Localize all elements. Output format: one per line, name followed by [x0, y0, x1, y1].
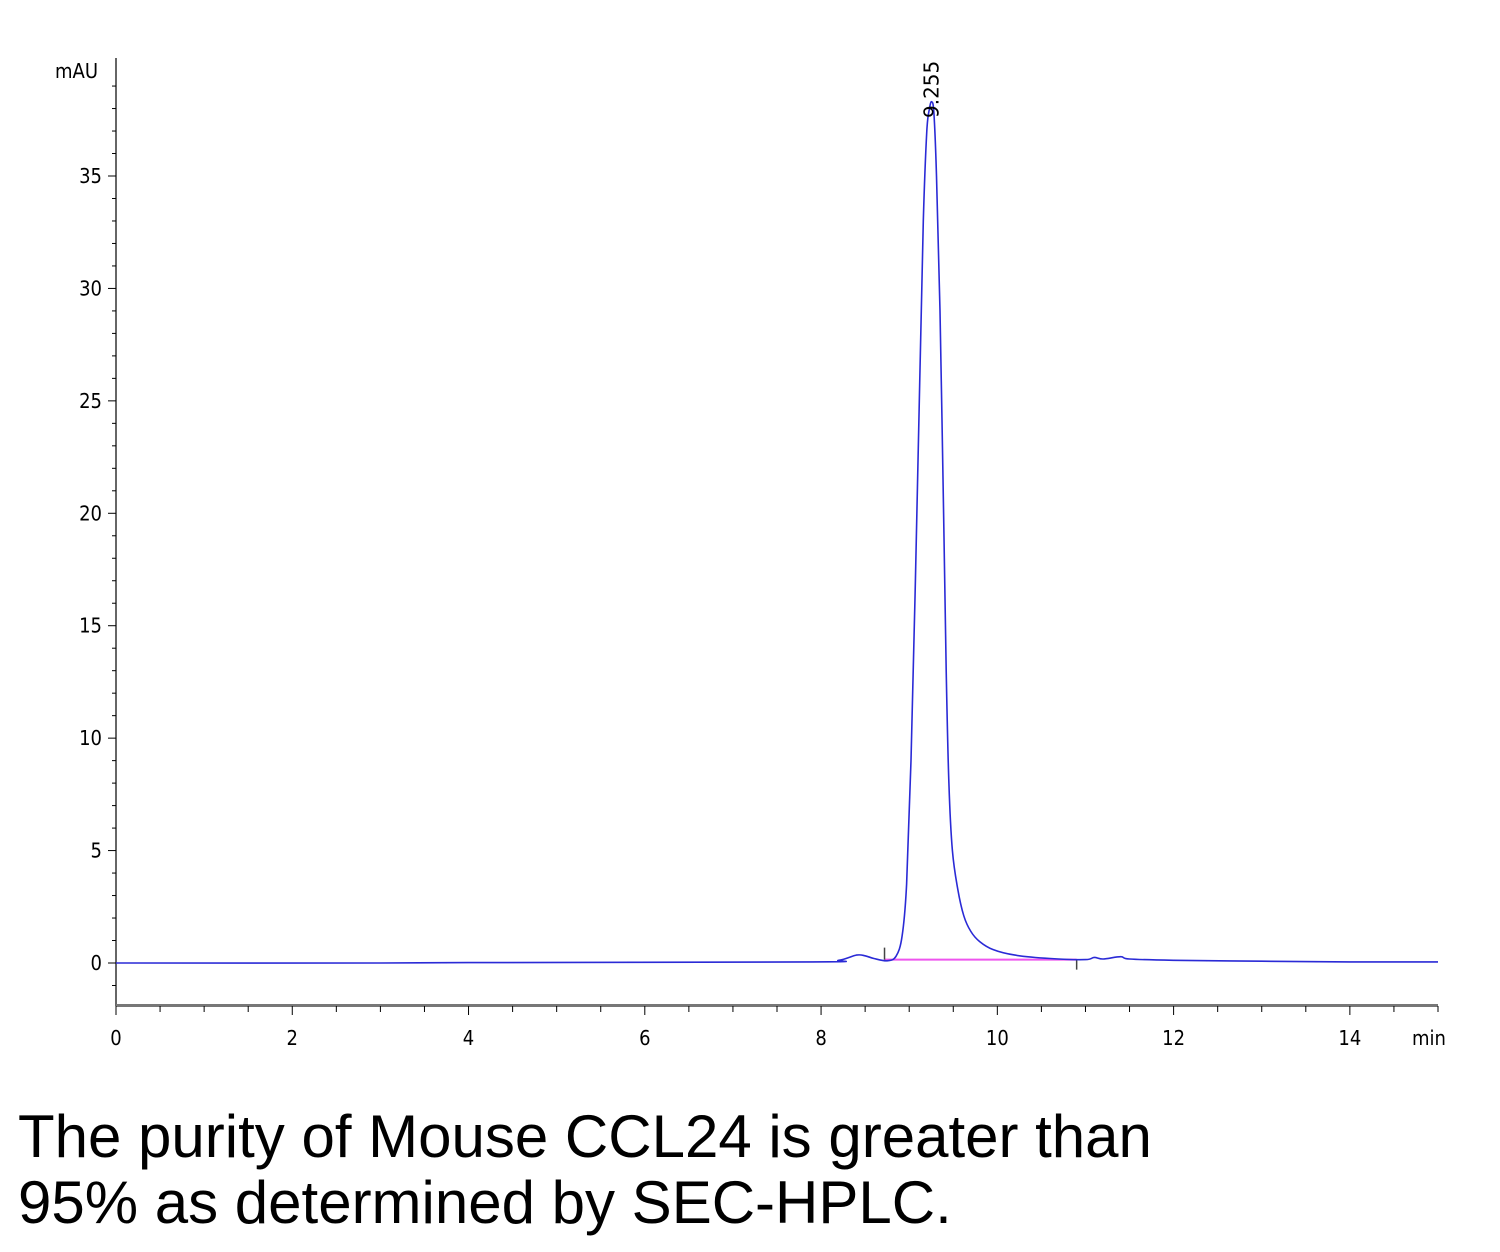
x-tick-label: 12: [1162, 1026, 1185, 1050]
x-axis-line: [116, 1004, 1438, 1007]
caption: The purity of Mouse CCL24 is greater tha…: [18, 1104, 1478, 1236]
x-axis: 0 2 4 6 8 10 12 14: [110, 1004, 1439, 1050]
x-tick-label: 14: [1338, 1026, 1361, 1050]
chromatogram-chart: 0 5 10 15 20 25 30 35 0 2 4 6 8 10 12 14 9.255 mAU min: [55, 58, 1446, 1050]
y-tick-label: 5: [91, 839, 102, 863]
caption-line-1: The purity of Mouse CCL24 is greater tha…: [18, 1103, 1152, 1170]
y-tick-label: 0: [91, 951, 102, 975]
y-tick-label: 20: [79, 501, 102, 525]
y-tick-label: 15: [79, 614, 102, 638]
x-tick-label: 2: [287, 1026, 298, 1050]
x-tick-label: 4: [463, 1026, 474, 1050]
y-axis: 0 5 10 15 20 25 30 35: [79, 58, 117, 1006]
chromatogram-trace: [115, 100, 1439, 964]
y-axis-unit-label: mAU: [55, 59, 98, 83]
y-tick-label: 25: [79, 389, 102, 413]
x-tick-label: 10: [986, 1026, 1009, 1050]
caption-line-2: 95% as determined by SEC-HPLC.: [18, 1169, 952, 1236]
x-tick-label: 0: [110, 1026, 121, 1050]
y-tick-label: 10: [79, 726, 102, 750]
x-axis-unit-label: min: [1412, 1026, 1446, 1050]
x-tick-label: 6: [639, 1026, 650, 1050]
y-tick-label: 35: [79, 164, 102, 188]
plot-area: 9.255: [115, 61, 1439, 970]
x-tick-label: 8: [815, 1026, 826, 1050]
peak-retention-label: 9.255: [920, 61, 944, 118]
y-tick-label: 30: [79, 276, 102, 300]
